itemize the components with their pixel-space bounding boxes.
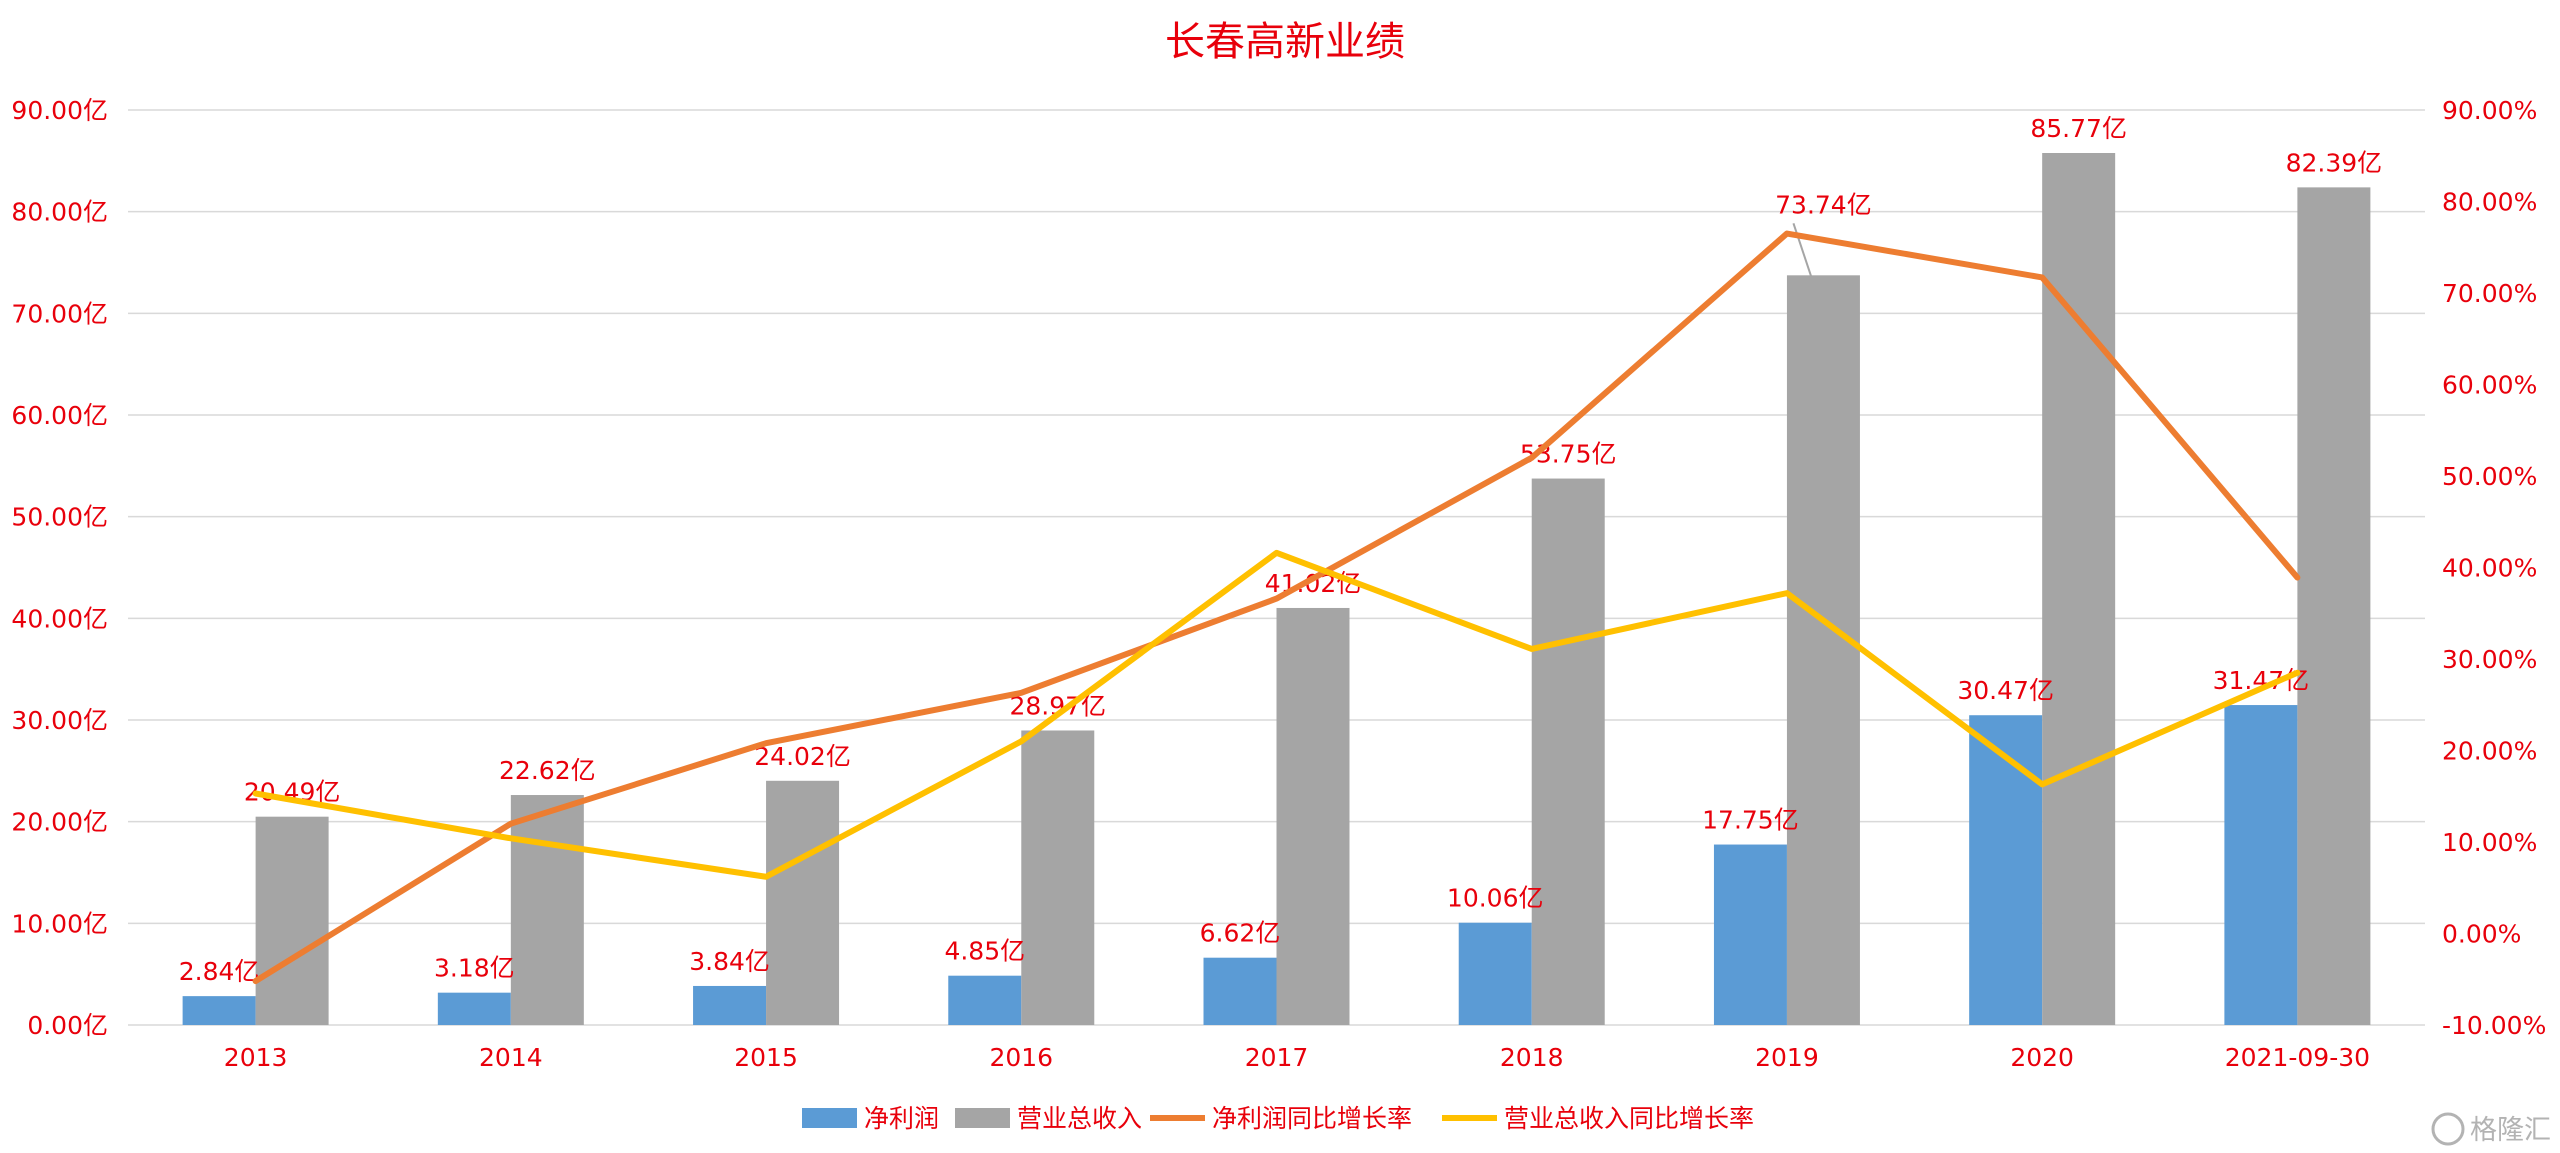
left-axis-tick-label: 70.00亿	[11, 299, 108, 328]
bar-net-profit	[693, 985, 767, 1025]
right-axis-tick-label: 0.00%	[2442, 920, 2521, 949]
bar-data-label: 2.84亿	[179, 957, 260, 986]
bar-data-label: 82.39亿	[2286, 148, 2383, 177]
x-axis-tick-label: 2019	[1755, 1043, 1819, 1072]
right-axis-tick-label: -10.00%	[2442, 1011, 2546, 1040]
bar-series	[182, 153, 2371, 1026]
bar-data-label: 22.62亿	[499, 756, 596, 785]
left-axis-tick-label: 90.00亿	[11, 96, 108, 125]
bar-data-label: 3.18亿	[434, 954, 515, 983]
bar-data-label: 30.47亿	[1957, 676, 2054, 705]
left-axis-tick-label: 60.00亿	[11, 401, 108, 430]
left-axis-tick-label: 50.00亿	[11, 503, 108, 532]
line-revenue-growth	[252, 549, 2301, 880]
legend-label: 净利润	[864, 1104, 939, 1133]
bar-revenue	[255, 816, 329, 1025]
right-axis-tick-label: 30.00%	[2442, 645, 2537, 674]
bar-data-label: 41.02亿	[1265, 569, 1362, 598]
bar-revenue	[2042, 153, 2116, 1025]
legend-label: 净利润同比增长率	[1212, 1104, 1412, 1133]
watermark: 格隆汇	[2431, 1112, 2551, 1146]
x-axis-tick-label: 2016	[989, 1043, 1053, 1072]
line-series	[252, 230, 2301, 985]
x-axis-tick-label: 2017	[1245, 1043, 1309, 1072]
bar-revenue	[1276, 607, 1350, 1025]
line-net-profit-growth	[252, 230, 2301, 985]
right-axis-tick-label: 20.00%	[2442, 737, 2537, 766]
bar-revenue	[1021, 730, 1095, 1025]
x-axis-tick-label: 2018	[1500, 1043, 1564, 1072]
right-axis-tick-label: 80.00%	[2442, 188, 2537, 217]
right-axis-tick-label: 40.00%	[2442, 554, 2537, 583]
bar-net-profit	[1969, 715, 2043, 1025]
watermark-text: 格隆汇	[2470, 1115, 2551, 1146]
right-axis-tick-label: 60.00%	[2442, 371, 2537, 400]
left-axis-tick-label: 20.00亿	[11, 808, 108, 837]
bar-data-label: 24.02亿	[754, 742, 851, 771]
left-axis-tick-label: 10.00亿	[11, 909, 108, 938]
legend-label: 营业总收入同比增长率	[1504, 1104, 1754, 1133]
right-axis-tick-label: 10.00%	[2442, 828, 2537, 857]
bar-revenue	[2297, 187, 2371, 1025]
right-axis-tick-label: 50.00%	[2442, 462, 2537, 491]
right-axis-tick-label: 70.00%	[2442, 279, 2537, 308]
bar-data-labels: 2.84亿20.49亿3.18亿22.62亿3.84亿24.02亿4.85亿28…	[179, 114, 2382, 986]
legend: 净利润 营业总收入 净利润同比增长率 营业总收入同比增长率	[802, 1104, 1754, 1133]
x-axis-tick-label: 2020	[2010, 1043, 2074, 1072]
x-axis-tick-label: 2015	[734, 1043, 798, 1072]
bar-data-label: 6.62亿	[1200, 919, 1281, 948]
bar-net-profit	[948, 975, 1022, 1025]
x-axis-tick-label: 2014	[479, 1043, 543, 1072]
bar-revenue	[1786, 275, 1860, 1025]
bar-data-label: 17.75亿	[1702, 806, 1799, 835]
left-axis-ticks: 0.00亿 10.00亿 20.00亿 30.00亿 40.00亿 50.00亿 60.00…	[11, 96, 108, 1040]
right-axis-ticks: -10.00% 0.00% 10.00% 20.00% 30.00% 40.00% 50.0…	[2442, 96, 2546, 1040]
bar-net-profit	[437, 992, 511, 1025]
bar-data-label: 85.77亿	[2030, 114, 2127, 143]
left-axis-tick-label: 40.00亿	[11, 604, 108, 633]
x-axis-tick-label: 2021-09-30	[2225, 1043, 2370, 1072]
bar-net-profit	[1203, 957, 1277, 1025]
left-axis-tick-label: 0.00亿	[27, 1011, 108, 1040]
right-axis-tick-label: 90.00%	[2442, 96, 2537, 125]
bar-data-label: 4.85亿	[944, 937, 1025, 966]
bar-net-profit	[2224, 705, 2298, 1025]
left-axis-tick-label: 30.00亿	[11, 706, 108, 735]
x-axis-ticks: 2013 2014 2015 2016 2017 2018 2019 2020 2021-09-…	[224, 1043, 2370, 1072]
left-axis-tick-label: 80.00亿	[11, 198, 108, 227]
bar-net-profit	[1458, 922, 1532, 1025]
legend-label: 营业总收入	[1017, 1104, 1142, 1133]
bar-revenue	[1531, 478, 1605, 1026]
bar-net-profit	[1713, 844, 1787, 1025]
bar-revenue	[766, 780, 840, 1025]
chart-title: 长春高新业绩	[1165, 19, 1405, 65]
watermark-logo-icon	[2431, 1112, 2465, 1146]
bar-revenue	[510, 795, 584, 1025]
x-axis-tick-label: 2013	[224, 1043, 288, 1072]
bar-data-label: 73.74亿	[1775, 190, 1872, 219]
bar-data-label: 10.06亿	[1447, 884, 1544, 913]
bar-net-profit	[182, 996, 256, 1025]
bar-data-label: 3.84亿	[689, 947, 770, 976]
legend-swatch	[802, 1108, 857, 1128]
legend-swatch	[955, 1108, 1010, 1128]
